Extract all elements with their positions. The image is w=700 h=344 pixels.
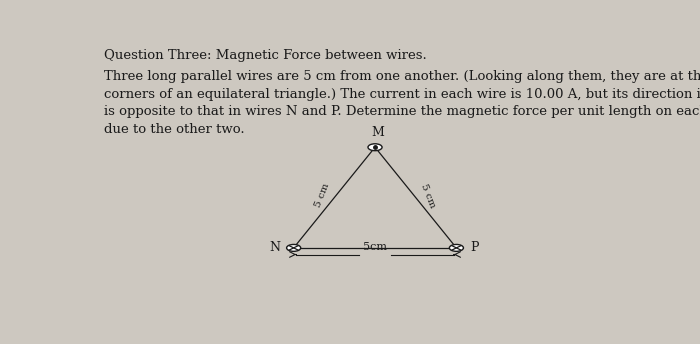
Text: Question Three: Magnetic Force between wires.: Question Three: Magnetic Force between w… bbox=[104, 49, 426, 62]
Text: 5cm: 5cm bbox=[363, 243, 387, 252]
Text: N: N bbox=[269, 240, 280, 254]
Text: 5 cm: 5 cm bbox=[314, 182, 331, 209]
Circle shape bbox=[286, 245, 301, 251]
Text: M: M bbox=[371, 126, 384, 139]
Text: Three long parallel wires are 5 cm from one another. (Looking along them, they a: Three long parallel wires are 5 cm from … bbox=[104, 71, 700, 136]
Circle shape bbox=[449, 245, 463, 251]
Text: 5 cm: 5 cm bbox=[419, 182, 437, 209]
Text: P: P bbox=[470, 240, 479, 254]
Circle shape bbox=[368, 144, 382, 151]
